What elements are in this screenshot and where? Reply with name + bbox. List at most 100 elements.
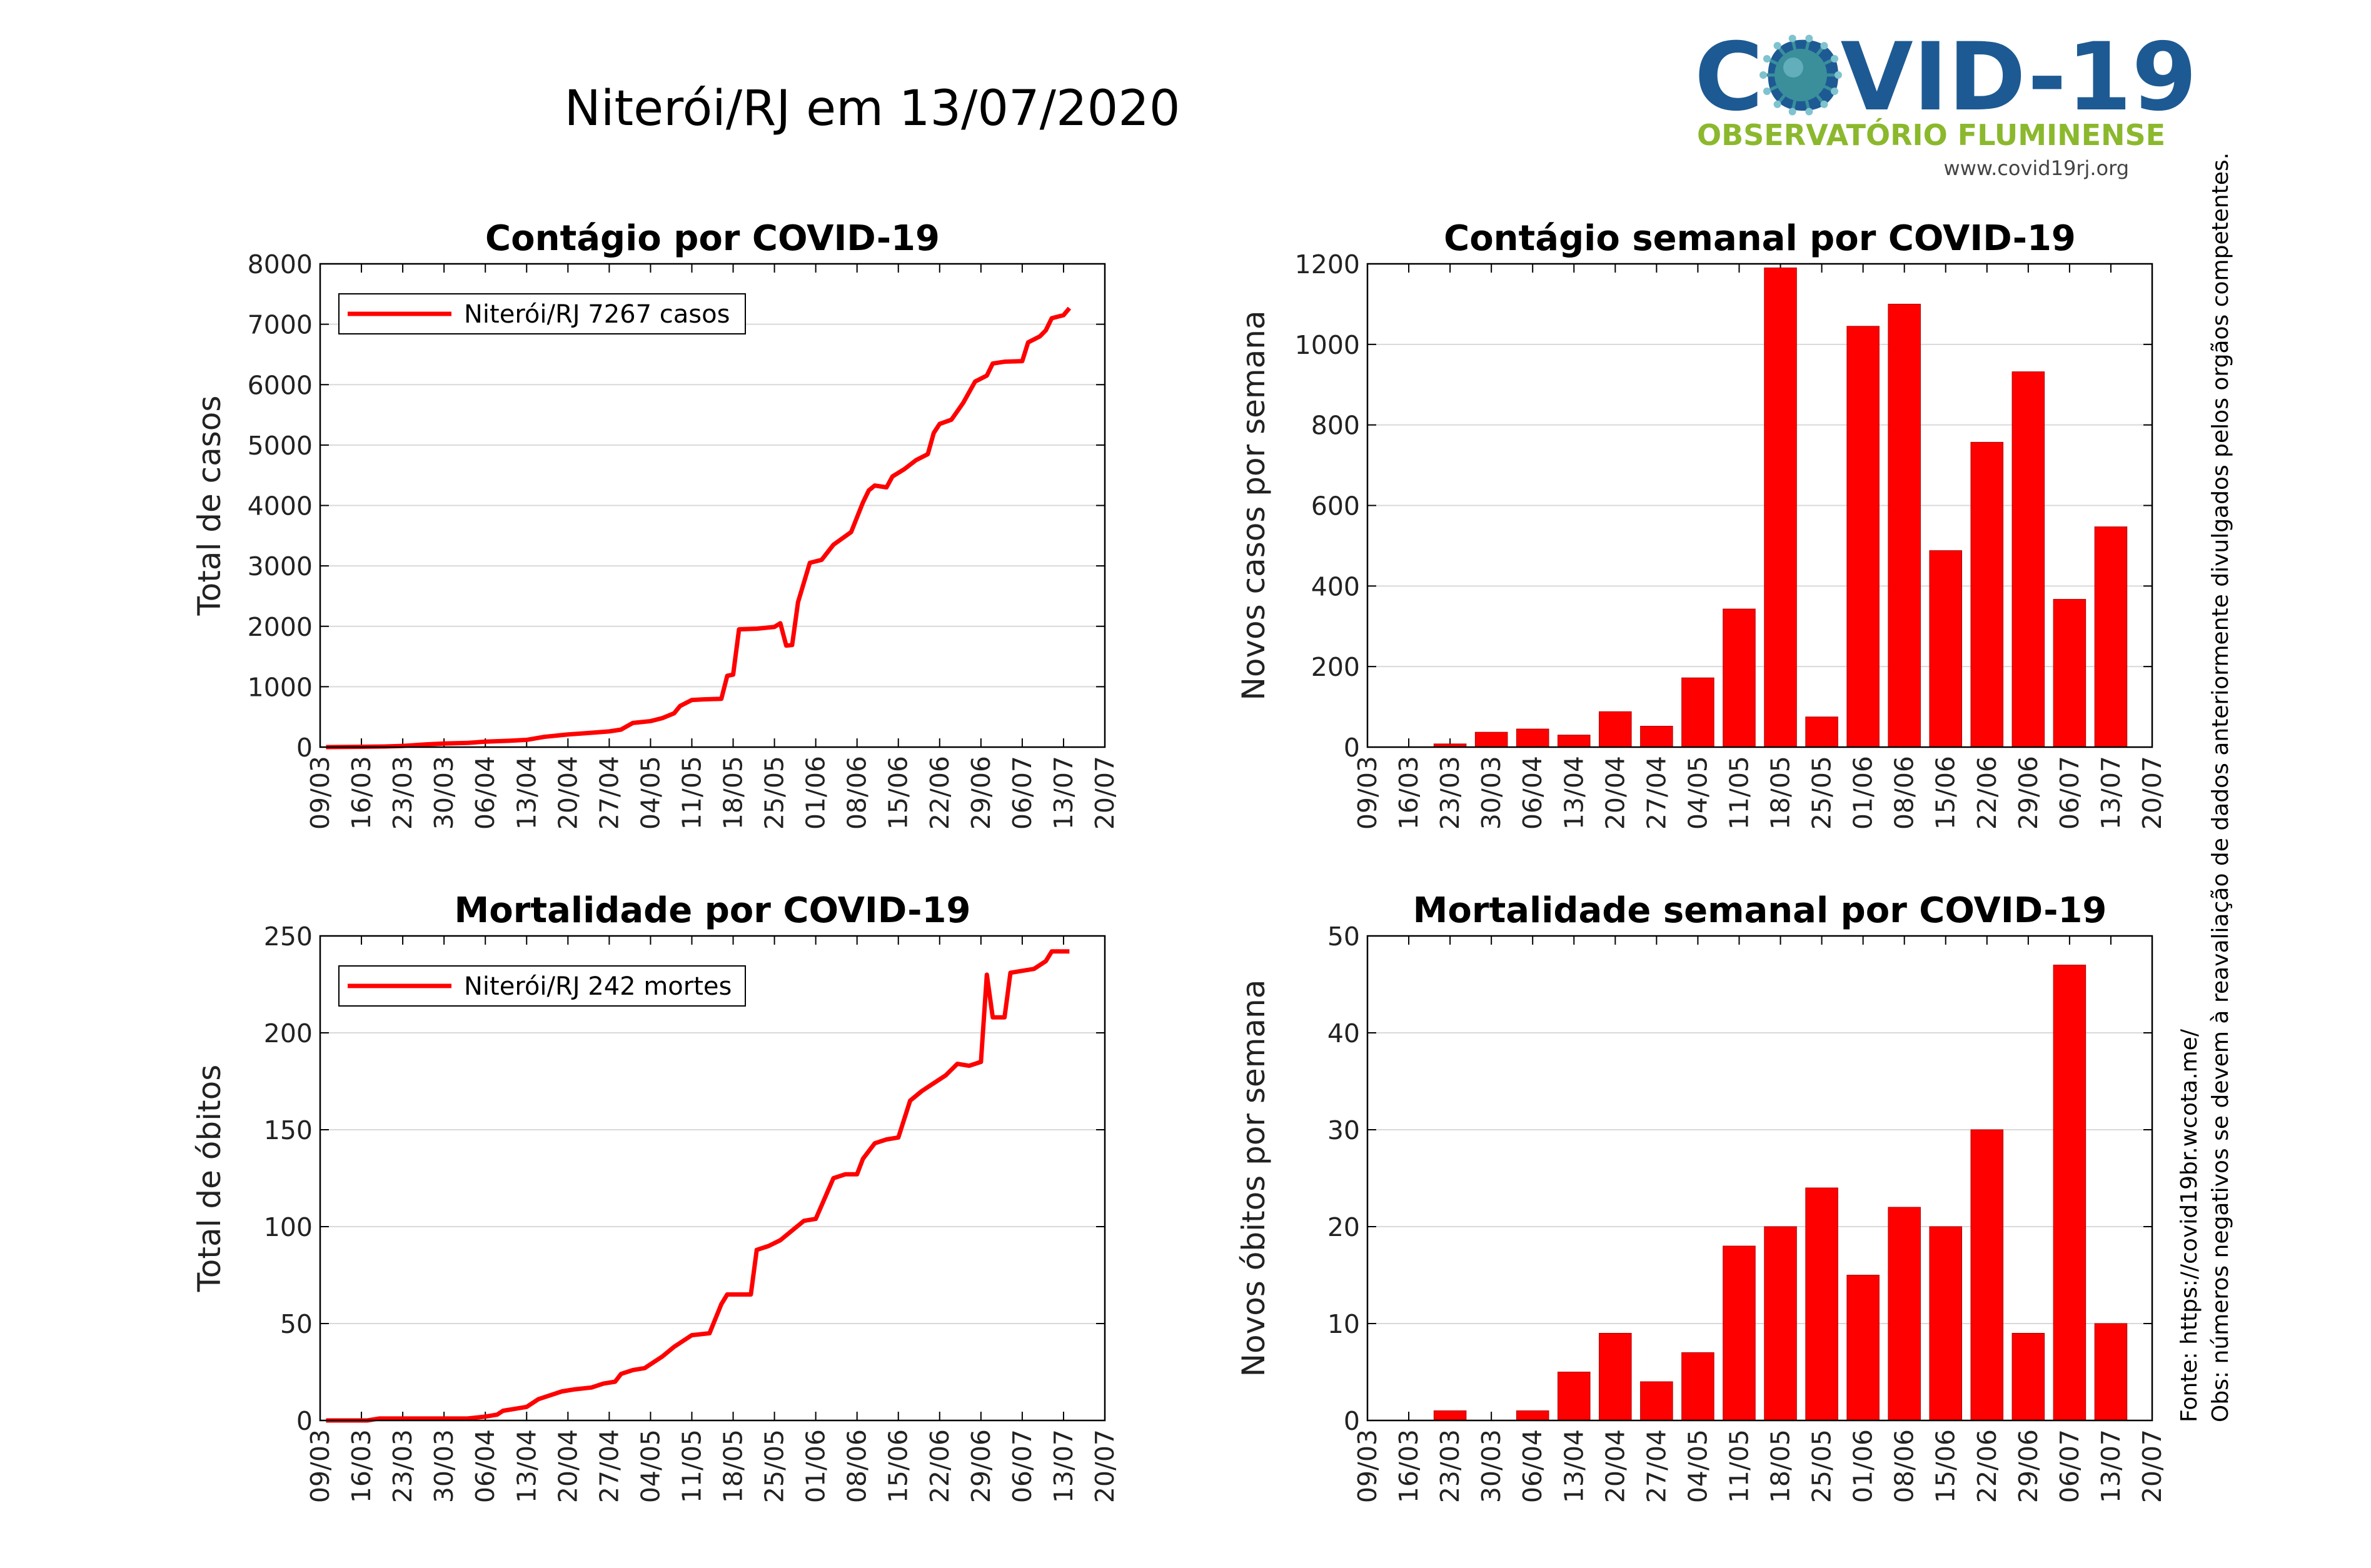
- bar: [2094, 526, 2128, 748]
- bar: [1846, 1275, 1880, 1421]
- x-tick-label: 29/06: [966, 756, 996, 830]
- bar: [1516, 1410, 1549, 1421]
- x-tick-label: 20/07: [2137, 756, 2167, 830]
- y-axis-label: Total de casos: [191, 396, 228, 616]
- plot-frame: [319, 935, 1106, 1422]
- virus-spike-tip: [1773, 42, 1781, 50]
- y-tick-label: 20: [1327, 1212, 1360, 1242]
- bar: [1805, 1187, 1838, 1421]
- x-tick-label: 27/04: [594, 1429, 624, 1503]
- x-tick-label: 06/07: [2055, 756, 2085, 830]
- x-tick-label: 04/05: [635, 1429, 665, 1503]
- bar: [1474, 731, 1508, 748]
- y-tick-label: 0: [296, 1406, 313, 1436]
- x-tick-label: 20/07: [1090, 756, 1120, 830]
- bar: [1723, 1245, 1756, 1421]
- bar: [1558, 1372, 1591, 1421]
- x-tick-label: 20/07: [1090, 1429, 1120, 1503]
- virus-spike-tip: [1763, 54, 1771, 63]
- x-tick-label: 11/05: [1724, 756, 1754, 830]
- x-tick-label: 15/06: [1931, 1429, 1961, 1503]
- y-tick-label: 0: [296, 733, 313, 763]
- bar: [1929, 1226, 1962, 1421]
- y-tick-label: 8000: [248, 249, 313, 279]
- y-tick-label: 40: [1327, 1018, 1360, 1048]
- x-tick-label: 25/05: [760, 1429, 790, 1503]
- virus-spike-tip: [1773, 100, 1781, 108]
- bar: [2011, 371, 2045, 748]
- x-tick-label: 09/03: [1352, 756, 1382, 830]
- series-line: [326, 306, 1072, 750]
- bar: [2094, 1323, 2128, 1421]
- logo-main-text: COVID-19: [1694, 23, 2197, 132]
- virus-spike-tip: [1831, 88, 1839, 96]
- x-tick-label: 20/04: [1600, 1429, 1630, 1503]
- x-tick-label: 13/07: [2096, 1429, 2126, 1503]
- plot-frame: [319, 263, 1106, 748]
- y-tick-label: 10: [1327, 1309, 1360, 1339]
- x-tick-label: 06/07: [1007, 756, 1037, 830]
- bar: [1599, 711, 1632, 748]
- y-tick-label: 1000: [1295, 330, 1360, 360]
- x-tick-label: 29/06: [966, 1429, 996, 1503]
- y-tick-label: 4000: [248, 491, 313, 521]
- y-tick-label: 0: [1344, 733, 1360, 763]
- y-tick-label: 100: [264, 1212, 313, 1242]
- x-tick-label: 08/06: [842, 756, 872, 830]
- x-tick-label: 23/03: [388, 1429, 418, 1503]
- x-tick-label: 06/07: [1007, 1429, 1037, 1503]
- chart-weekly-deaths: Mortalidade semanal por COVID-19 0 10 20 30 4…: [1236, 890, 2167, 1503]
- y-tick-label: 2000: [248, 612, 313, 642]
- x-tick-label: 22/06: [925, 1429, 955, 1503]
- bar: [1970, 441, 2004, 748]
- x-tick-label: 20/04: [1600, 756, 1630, 830]
- x-tick-label: 04/05: [635, 756, 665, 830]
- bar: [1764, 267, 1797, 748]
- y-tick-label: 200: [1311, 652, 1360, 682]
- chart-total-cases: Contágio por COVID-19 0 1000 2000 3000 4000 50…: [191, 218, 1120, 830]
- bar: [1516, 728, 1549, 748]
- y-tick-label: 150: [264, 1115, 313, 1145]
- x-tick-label: 04/05: [1683, 756, 1713, 830]
- x-tick-label: 27/04: [594, 756, 624, 830]
- bar: [2053, 965, 2087, 1421]
- virus-spike-tip: [1805, 34, 1813, 43]
- plot-frame: [1366, 263, 2153, 748]
- logo-url: www.covid19rj.org: [1944, 156, 2129, 180]
- x-tick-label: 09/03: [1352, 1429, 1382, 1503]
- x-tick-label: 06/04: [1518, 756, 1548, 830]
- x-tick-label: 23/03: [1435, 1429, 1465, 1503]
- bar: [1764, 1226, 1797, 1421]
- x-tick-label: 15/06: [883, 756, 914, 830]
- x-tick-label: 11/05: [677, 756, 707, 830]
- y-tick-label: 3000: [248, 551, 313, 581]
- virus-icon: [1759, 34, 1842, 116]
- x-tick-label: 08/06: [842, 1429, 872, 1503]
- y-tick-label: 1000: [248, 672, 313, 702]
- x-tick-label: 20/04: [553, 1429, 583, 1503]
- x-tick-label: 18/05: [1766, 1429, 1796, 1503]
- legend-label: Niterói/RJ 242 mortes: [464, 972, 732, 1001]
- source-note: Fonte: https://covid19br.wcota.me/: [2177, 1028, 2202, 1422]
- x-tick-label: 16/03: [346, 1429, 376, 1503]
- y-axis-label: Novos óbitos por semana: [1236, 980, 1272, 1377]
- x-tick-label: 22/06: [1972, 756, 2002, 830]
- x-tick-label: 20/04: [553, 756, 583, 830]
- x-tick-label: 29/06: [2013, 756, 2043, 830]
- x-tick-label: 22/06: [1972, 1429, 2002, 1503]
- x-tick-label: 11/05: [1724, 1429, 1754, 1503]
- x-tick-label: 18/05: [1766, 756, 1796, 830]
- x-tick-label: 08/06: [1890, 756, 1920, 830]
- bar: [1846, 326, 1880, 748]
- bar: [1888, 303, 1921, 748]
- virus-spike-tip: [1788, 34, 1796, 43]
- y-tick-label: 400: [1311, 571, 1360, 601]
- x-tick-label: 11/05: [677, 1429, 707, 1503]
- virus-spike-tip: [1831, 54, 1839, 63]
- x-tick-label: 25/05: [760, 756, 790, 830]
- x-tick-label: 27/04: [1641, 756, 1671, 830]
- page-title: Niterói/RJ em 13/07/2020: [565, 81, 1180, 137]
- covid19-observatorio-logo: COVID-19 OBSERVATÓRIO FLUMINENSE www.cov…: [1694, 23, 2197, 180]
- virus-highlight: [1783, 58, 1803, 78]
